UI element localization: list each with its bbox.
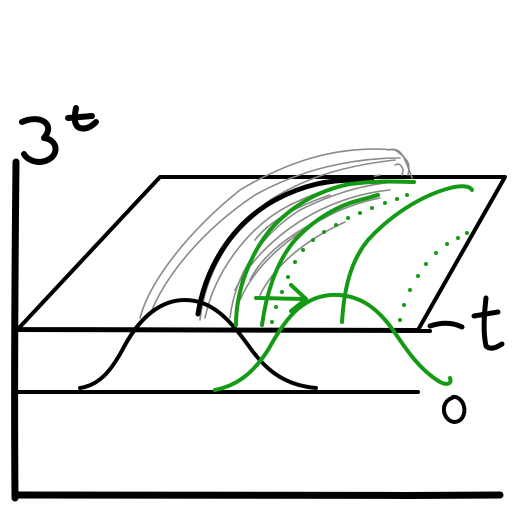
green-bell-curve xyxy=(213,292,453,392)
plane-front-edge xyxy=(16,328,432,333)
dash-stroke xyxy=(427,320,465,330)
black-ridge-curve xyxy=(195,175,375,317)
depth-axis-label-text: t xyxy=(490,333,491,336)
vertical-axis-label: 3t xyxy=(19,105,99,165)
letter-t-stroke xyxy=(65,105,99,132)
green-dotted-lines xyxy=(270,193,469,324)
green-ridge-mid xyxy=(260,193,380,327)
digit-0-stroke xyxy=(442,394,467,424)
green-arrow-head xyxy=(289,283,308,313)
green-curves xyxy=(213,179,474,392)
green-ridge-right xyxy=(340,184,474,324)
axes xyxy=(11,158,504,502)
depth-axis-label: t xyxy=(427,295,505,351)
origin-label: 0 xyxy=(442,394,467,424)
green-ridge-left xyxy=(234,179,416,327)
green-arrow-shaft xyxy=(254,296,307,301)
origin-label-text: 0 xyxy=(456,409,457,411)
vertical-axis-label-text: 3t xyxy=(51,123,53,126)
black-bell-curve xyxy=(78,298,318,390)
vertical-axis xyxy=(11,158,20,502)
letter-t-depth-stroke xyxy=(471,295,505,351)
digit-3-stroke xyxy=(19,116,59,165)
horizontal-axis xyxy=(11,491,504,500)
